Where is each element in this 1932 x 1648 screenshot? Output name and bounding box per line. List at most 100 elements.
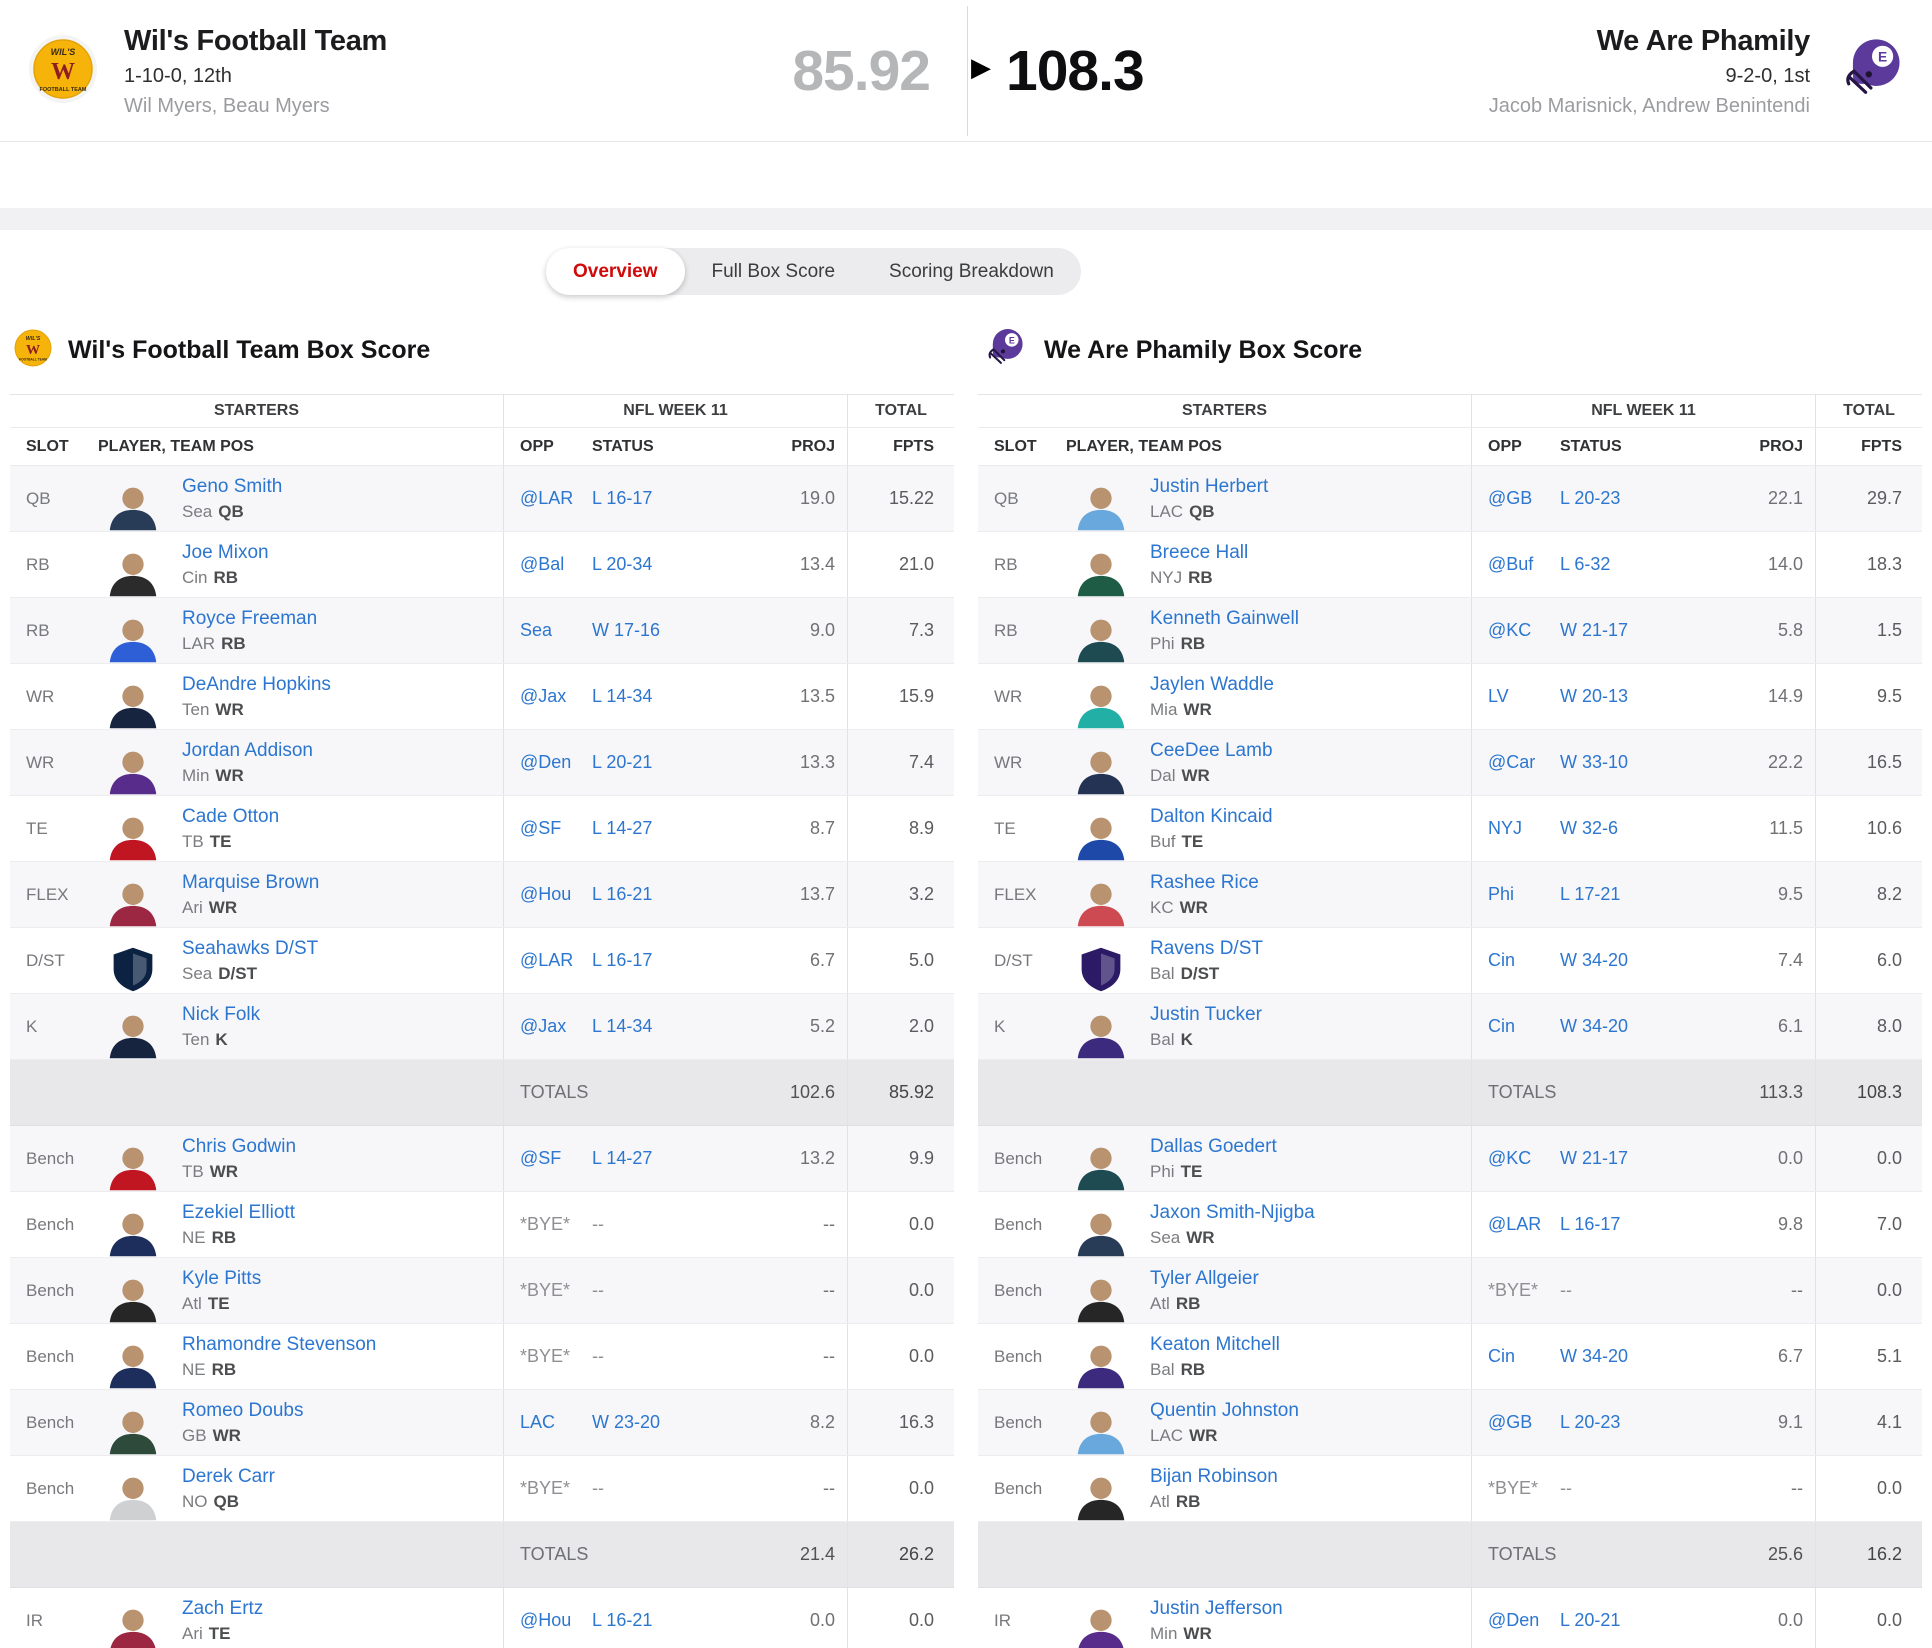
- game-status-link[interactable]: W 32-6: [1560, 818, 1619, 838]
- player-name-link[interactable]: Joe Mixon: [182, 541, 269, 563]
- opponent-link[interactable]: @LAR: [1488, 1214, 1542, 1234]
- game-status-link[interactable]: L 20-21: [592, 752, 653, 772]
- opponent-link[interactable]: Cin: [1488, 1016, 1516, 1036]
- opponent-link[interactable]: Sea: [520, 620, 553, 640]
- player-name-link[interactable]: Jaylen Waddle: [1150, 673, 1274, 695]
- player-name-link[interactable]: Chris Godwin: [182, 1135, 297, 1157]
- player-name-link[interactable]: Jordan Addison: [182, 739, 313, 761]
- opponent-link[interactable]: @KC: [1488, 1148, 1532, 1168]
- player-name-link[interactable]: Tyler Allgeier: [1150, 1267, 1259, 1289]
- home-team-name[interactable]: We Are Phamily: [1596, 24, 1811, 57]
- opponent-link[interactable]: @SF: [520, 1148, 562, 1168]
- opponent-link[interactable]: @Jax: [520, 1016, 567, 1036]
- opponent-link[interactable]: Cin: [1488, 950, 1516, 970]
- player-team-position: NE RB: [182, 1228, 295, 1248]
- opponent-link[interactable]: @Buf: [1488, 554, 1534, 574]
- player-name-link[interactable]: Ezekiel Elliott: [182, 1201, 295, 1223]
- game-status-link[interactable]: W 17-16: [592, 620, 661, 640]
- game-status-link[interactable]: W 33-10: [1560, 752, 1629, 772]
- opponent-link[interactable]: @Den: [520, 752, 572, 772]
- opponent-link[interactable]: @SF: [520, 818, 562, 838]
- opponent-link[interactable]: @LAR: [520, 488, 574, 508]
- player-name-link[interactable]: Derek Carr: [182, 1465, 275, 1487]
- tab-overview[interactable]: Overview: [546, 248, 685, 295]
- player-name-link[interactable]: Keaton Mitchell: [1150, 1333, 1280, 1355]
- opponent-link[interactable]: @KC: [1488, 620, 1532, 640]
- opponent-link[interactable]: @Hou: [520, 1610, 572, 1630]
- player-name-link[interactable]: DeAndre Hopkins: [182, 673, 331, 695]
- game-status-link[interactable]: L 20-34: [592, 554, 653, 574]
- player-name-link[interactable]: Romeo Doubs: [182, 1399, 304, 1421]
- game-status-link[interactable]: W 34-20: [1560, 1016, 1629, 1036]
- player-name-link[interactable]: Rhamondre Stevenson: [182, 1333, 377, 1355]
- opponent-link[interactable]: LAC: [520, 1412, 556, 1432]
- player-team: NE: [182, 1359, 206, 1379]
- opponent-link[interactable]: @Bal: [520, 554, 565, 574]
- opponent-link[interactable]: @Den: [1488, 1610, 1540, 1630]
- opponent-link[interactable]: NYJ: [1488, 818, 1523, 838]
- game-status-link[interactable]: L 14-27: [592, 818, 653, 838]
- totals-label: TOTALS: [520, 1544, 589, 1564]
- game-status-link[interactable]: L 20-21: [1560, 1610, 1621, 1630]
- player-name-link[interactable]: Justin Herbert: [1150, 475, 1269, 497]
- game-status-link[interactable]: L 20-23: [1560, 488, 1621, 508]
- opponent-link[interactable]: @GB: [1488, 1412, 1533, 1432]
- player-row: RB Joe Mixon Cin RB @Bal L 20-34 13.4 21.…: [10, 532, 954, 598]
- tab-full-box-score[interactable]: Full Box Score: [711, 260, 836, 282]
- player-name-link[interactable]: Ravens D/ST: [1150, 937, 1263, 959]
- tab-scoring-breakdown[interactable]: Scoring Breakdown: [889, 260, 1054, 282]
- player-name-link[interactable]: Kenneth Gainwell: [1150, 607, 1299, 629]
- opponent-link[interactable]: Cin: [1488, 1346, 1516, 1366]
- slot-label: Bench: [994, 1214, 1043, 1234]
- player-name-link[interactable]: Seahawks D/ST: [182, 937, 319, 959]
- player-team-position: Atl RB: [1150, 1492, 1278, 1512]
- player-team: Buf: [1150, 831, 1176, 851]
- player-name-link[interactable]: Jaxon Smith-Njigba: [1150, 1201, 1315, 1223]
- game-status-link[interactable]: W 21-17: [1560, 620, 1629, 640]
- player-name-link[interactable]: Nick Folk: [182, 1003, 261, 1025]
- game-status-link[interactable]: L 16-17: [1560, 1214, 1621, 1234]
- game-status-link[interactable]: L 14-27: [592, 1148, 653, 1168]
- player-name-link[interactable]: Breece Hall: [1150, 541, 1249, 563]
- opponent-link[interactable]: Phi: [1488, 884, 1515, 904]
- player-name-link[interactable]: Quentin Johnston: [1150, 1399, 1299, 1421]
- opponent-link[interactable]: LV: [1488, 686, 1509, 706]
- game-status-link[interactable]: W 34-20: [1560, 1346, 1629, 1366]
- slot-label: RB: [994, 620, 1018, 640]
- fantasy-points: 9.5: [1876, 686, 1902, 706]
- opponent-link[interactable]: @Jax: [520, 686, 567, 706]
- game-status-link[interactable]: L 20-23: [1560, 1412, 1621, 1432]
- player-name-link[interactable]: Justin Tucker: [1150, 1003, 1262, 1025]
- game-status-link[interactable]: W 20-13: [1560, 686, 1629, 706]
- player-headshot: [102, 1275, 164, 1323]
- opponent-link[interactable]: @Car: [1488, 752, 1536, 772]
- player-name-link[interactable]: Rashee Rice: [1150, 871, 1259, 893]
- game-status-link[interactable]: L 16-17: [592, 950, 653, 970]
- player-name-link[interactable]: Geno Smith: [182, 475, 283, 497]
- player-name-link[interactable]: Kyle Pitts: [182, 1267, 262, 1289]
- opponent-link[interactable]: @GB: [1488, 488, 1533, 508]
- game-status-link[interactable]: L 16-17: [592, 488, 653, 508]
- away-team-name[interactable]: Wil's Football Team: [124, 24, 388, 57]
- game-status-link[interactable]: L 14-34: [592, 1016, 653, 1036]
- player-name-link[interactable]: Justin Jefferson: [1150, 1597, 1283, 1619]
- game-status-link[interactable]: L 17-21: [1560, 884, 1621, 904]
- game-status-link[interactable]: L 6-32: [1560, 554, 1611, 574]
- player-name-link[interactable]: Dalton Kincaid: [1150, 805, 1273, 827]
- opponent-link[interactable]: @LAR: [520, 950, 574, 970]
- game-status-link[interactable]: W 23-20: [592, 1412, 661, 1432]
- opponent-link[interactable]: @Hou: [520, 884, 572, 904]
- game-status-link[interactable]: W 34-20: [1560, 950, 1629, 970]
- player-name-link[interactable]: Dallas Goedert: [1150, 1135, 1277, 1157]
- game-status-link[interactable]: W 21-17: [1560, 1148, 1629, 1168]
- player-name-link[interactable]: Bijan Robinson: [1150, 1465, 1278, 1487]
- game-status-link[interactable]: L 14-34: [592, 686, 653, 706]
- player-name-link[interactable]: Marquise Brown: [182, 871, 320, 893]
- slot-label: Bench: [994, 1280, 1043, 1300]
- player-name-link[interactable]: Royce Freeman: [182, 607, 318, 629]
- player-name-link[interactable]: CeeDee Lamb: [1150, 739, 1273, 761]
- game-status-link[interactable]: L 16-21: [592, 884, 653, 904]
- player-name-link[interactable]: Zach Ertz: [182, 1597, 264, 1619]
- game-status-link[interactable]: L 16-21: [592, 1610, 653, 1630]
- player-name-link[interactable]: Cade Otton: [182, 805, 280, 827]
